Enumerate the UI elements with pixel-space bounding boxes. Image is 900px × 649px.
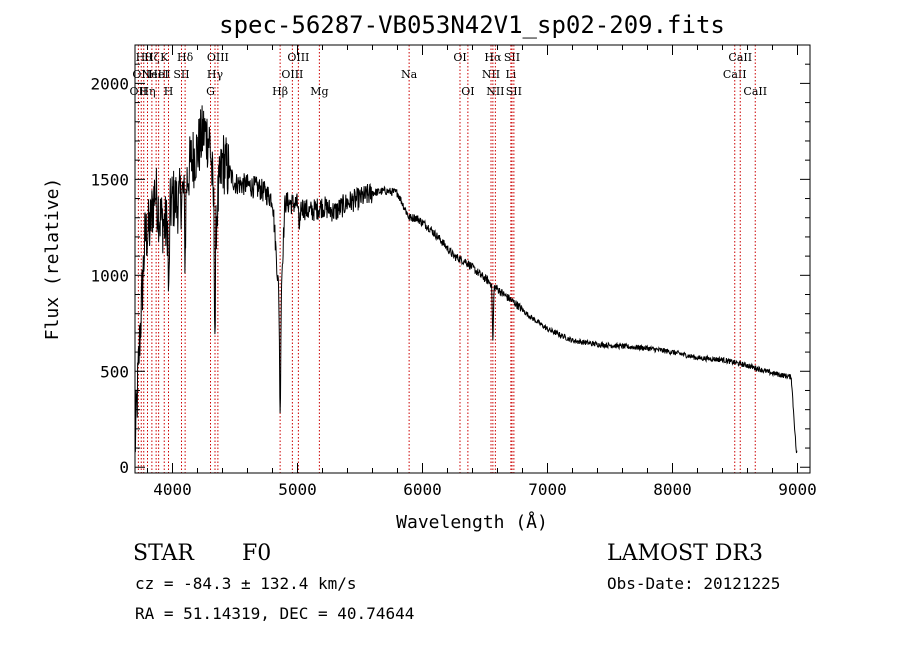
line-marker-label: CaII — [743, 85, 767, 98]
line-marker-label: OIII — [207, 51, 229, 64]
y-tick-label: 1000 — [90, 266, 129, 285]
line-marker-label: Hθ — [136, 51, 153, 64]
x-tick-label: 7000 — [528, 480, 567, 499]
line-marker-label: H — [164, 85, 174, 98]
line-marker-label: CaII — [728, 51, 752, 64]
x-axis-ticks: 4000 5000 6000 7000 8000 9000 — [147, 45, 817, 499]
line-marker-label: SII — [506, 85, 522, 98]
y-axis-label: Flux (relative) — [42, 178, 63, 341]
line-marker-label: Hη — [139, 85, 155, 98]
line-marker-label: OIII — [287, 51, 309, 64]
line-marker-label: OII — [130, 85, 148, 98]
x-tick-label: 6000 — [403, 480, 442, 499]
survey-name: LAMOST DR3 — [607, 541, 763, 566]
chart-title: spec-56287-VB053N42V1_sp02-209.fits — [219, 11, 725, 39]
line-marker-label: Hζ — [144, 51, 160, 64]
x-tick-label: 8000 — [653, 480, 692, 499]
line-marker-label: Mg — [310, 85, 328, 98]
y-axis-ticks: 0 500 1000 1500 2000 — [90, 63, 810, 477]
x-tick-label: 9000 — [778, 480, 817, 499]
plot-frame — [134, 44, 811, 474]
y-tick-label: 1500 — [90, 170, 129, 189]
line-marker-label: SII — [173, 68, 189, 81]
line-marker-label: OI — [461, 85, 474, 98]
y-tick-label: 0 — [119, 458, 129, 477]
line-marker-label: OIII — [281, 68, 303, 81]
line-marker-label: Hβ — [272, 85, 288, 98]
line-marker-label: NeIII — [142, 68, 171, 81]
line-marker-label: SII — [504, 51, 520, 64]
object-class: STAR — [133, 541, 195, 566]
line-marker-label: CaII — [723, 68, 747, 81]
line-marker-label: Hδ — [177, 51, 194, 64]
line-marker-label: K — [160, 51, 169, 64]
redshift-readout: cz = -84.3 ± 132.4 km/s — [135, 574, 357, 593]
line-marker-label: NII — [486, 85, 504, 98]
coordinates: RA = 51.14319, DEC = 40.74644 — [135, 604, 414, 623]
spectrum-series — [134, 105, 798, 454]
x-tick-label: 4000 — [153, 480, 192, 499]
line-marker-label: G — [206, 85, 215, 98]
line-marker-label: NII — [482, 68, 500, 81]
line-marker-label: OII — [132, 68, 150, 81]
y-tick-label: 2000 — [90, 74, 129, 93]
y-tick-label: 500 — [100, 362, 129, 381]
object-subclass: F0 — [242, 541, 271, 566]
line-marker-label: Hγ — [207, 68, 224, 81]
x-axis-label: Wavelength (Å) — [396, 511, 548, 533]
line-marker-label: HeI — [148, 68, 168, 81]
line-marker-label: Li — [505, 68, 516, 81]
x-tick-label: 5000 — [278, 480, 317, 499]
line-marker-label: Na — [401, 68, 418, 81]
line-marker-label: OI — [453, 51, 466, 64]
obs-date: Obs-Date: 20121225 — [607, 574, 780, 593]
line-marker-label: Hα — [484, 51, 502, 64]
spectrum-line — [134, 105, 798, 454]
